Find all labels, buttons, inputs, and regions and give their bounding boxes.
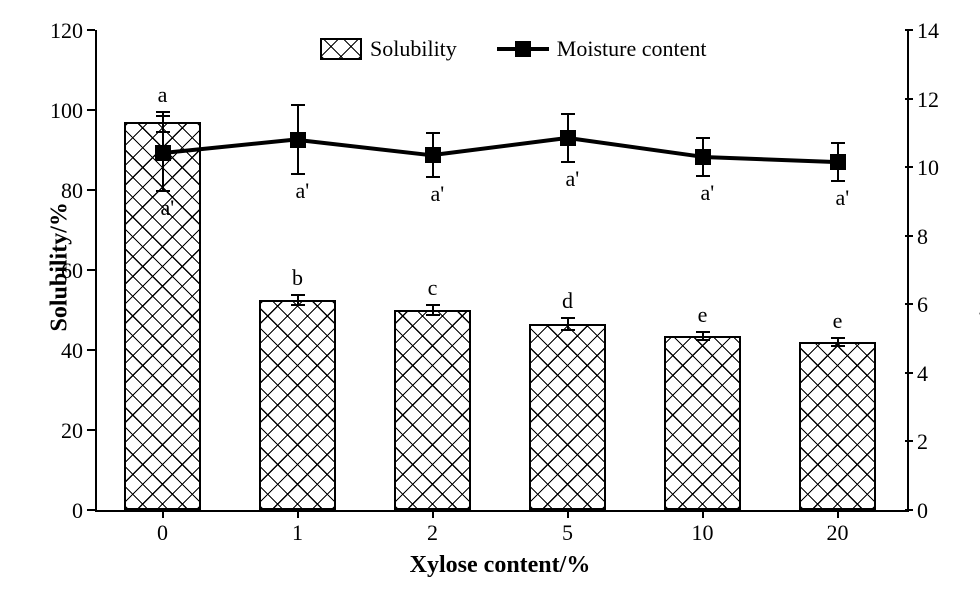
y-right-tick-label: 6 (917, 292, 957, 318)
plot-area (95, 30, 909, 512)
line-error-cap (426, 176, 440, 178)
y-left-tick (87, 109, 95, 111)
bar-error-cap (291, 304, 305, 306)
legend: Solubility Moisture content (320, 36, 707, 62)
line-sig-label: a' (701, 180, 731, 206)
line-sig-label: a' (296, 178, 326, 204)
solubility-bar (259, 300, 336, 510)
line-error-cap (291, 173, 305, 175)
x-tick (297, 510, 299, 518)
line-error-cap (831, 180, 845, 182)
y-right-tick-label: 2 (917, 429, 957, 455)
legend-line-swatch (497, 38, 549, 60)
legend-item: Solubility (320, 36, 457, 62)
y-left-tick-label: 0 (35, 498, 83, 524)
y-right-tick (905, 372, 913, 374)
line-error-cap (561, 113, 575, 115)
solubility-bar (664, 336, 741, 510)
y-left-tick (87, 29, 95, 31)
solubility-bar (799, 342, 876, 510)
line-error-cap (561, 161, 575, 163)
legend-label: Moisture content (557, 36, 707, 62)
legend-item: Moisture content (497, 36, 707, 62)
bar-error-cap (156, 111, 170, 113)
y-right-tick-label: 8 (917, 224, 957, 250)
bar-sig-label: b (283, 265, 313, 291)
y-right-tick (905, 440, 913, 442)
x-tick (567, 510, 569, 518)
y-left-tick-label: 20 (35, 418, 83, 444)
moisture-marker (290, 132, 306, 148)
line-error-cap (156, 190, 170, 192)
x-tick-label: 10 (678, 520, 728, 546)
bar-error-cap (426, 304, 440, 306)
solubility-bar (529, 324, 606, 510)
bar-error-cap (561, 329, 575, 331)
x-tick (432, 510, 434, 518)
y-right-axis-label: Moisture content/% (977, 192, 980, 352)
bar-error-cap (696, 331, 710, 333)
bar-error-cap (291, 294, 305, 296)
solubility-bar (394, 310, 471, 510)
line-error-cap (696, 137, 710, 139)
y-left-tick (87, 349, 95, 351)
y-right-tick (905, 98, 913, 100)
legend-bar-swatch (320, 38, 362, 60)
line-sig-label: a' (431, 181, 461, 207)
line-sig-label: a' (161, 195, 191, 221)
x-tick (162, 510, 164, 518)
line-sig-label: a' (566, 166, 596, 192)
bar-error-cap (426, 314, 440, 316)
y-left-tick (87, 189, 95, 191)
moisture-marker (695, 149, 711, 165)
y-right-tick-label: 0 (917, 498, 957, 524)
moisture-marker (155, 145, 171, 161)
line-error-cap (831, 142, 845, 144)
bar-error-cap (831, 337, 845, 339)
x-tick-label: 1 (273, 520, 323, 546)
bar-sig-label: e (823, 308, 853, 334)
x-tick-label: 5 (543, 520, 593, 546)
y-right-tick-label: 10 (917, 155, 957, 181)
y-right-tick (905, 166, 913, 168)
x-tick (837, 510, 839, 518)
y-right-tick-label: 12 (917, 87, 957, 113)
line-error-cap (291, 104, 305, 106)
bar-error-cap (561, 317, 575, 319)
bar-error-cap (831, 345, 845, 347)
moisture-marker (425, 147, 441, 163)
y-left-tick-label: 100 (35, 98, 83, 124)
y-right-tick (905, 303, 913, 305)
line-error-cap (156, 115, 170, 117)
y-left-tick (87, 269, 95, 271)
bar-sig-label: a (148, 82, 178, 108)
y-left-tick-label: 120 (35, 18, 83, 44)
moisture-marker (830, 154, 846, 170)
moisture-marker (560, 130, 576, 146)
bar-sig-label: e (688, 302, 718, 328)
bar-error-cap (696, 339, 710, 341)
y-left-axis-label: Solubility/% (47, 212, 74, 332)
y-right-tick (905, 509, 913, 511)
y-right-tick-label: 14 (917, 18, 957, 44)
line-error-cap (426, 132, 440, 134)
line-error-cap (696, 175, 710, 177)
bar-sig-label: d (553, 288, 583, 314)
x-tick-label: 20 (813, 520, 863, 546)
y-right-tick (905, 29, 913, 31)
x-tick (702, 510, 704, 518)
legend-label: Solubility (370, 36, 457, 62)
x-tick-label: 0 (138, 520, 188, 546)
x-axis-label: Xylose content/% (95, 552, 905, 579)
bar-sig-label: c (418, 275, 448, 301)
y-left-tick (87, 509, 95, 511)
x-tick-label: 2 (408, 520, 458, 546)
y-left-tick-label: 80 (35, 178, 83, 204)
y-right-tick-label: 4 (917, 361, 957, 387)
dual-axis-chart: 02040608010012002468101214a0b1c2d5e10e20… (0, 0, 980, 590)
y-left-tick-label: 40 (35, 338, 83, 364)
y-right-tick (905, 235, 913, 237)
line-sig-label: a' (836, 185, 866, 211)
y-left-tick (87, 429, 95, 431)
